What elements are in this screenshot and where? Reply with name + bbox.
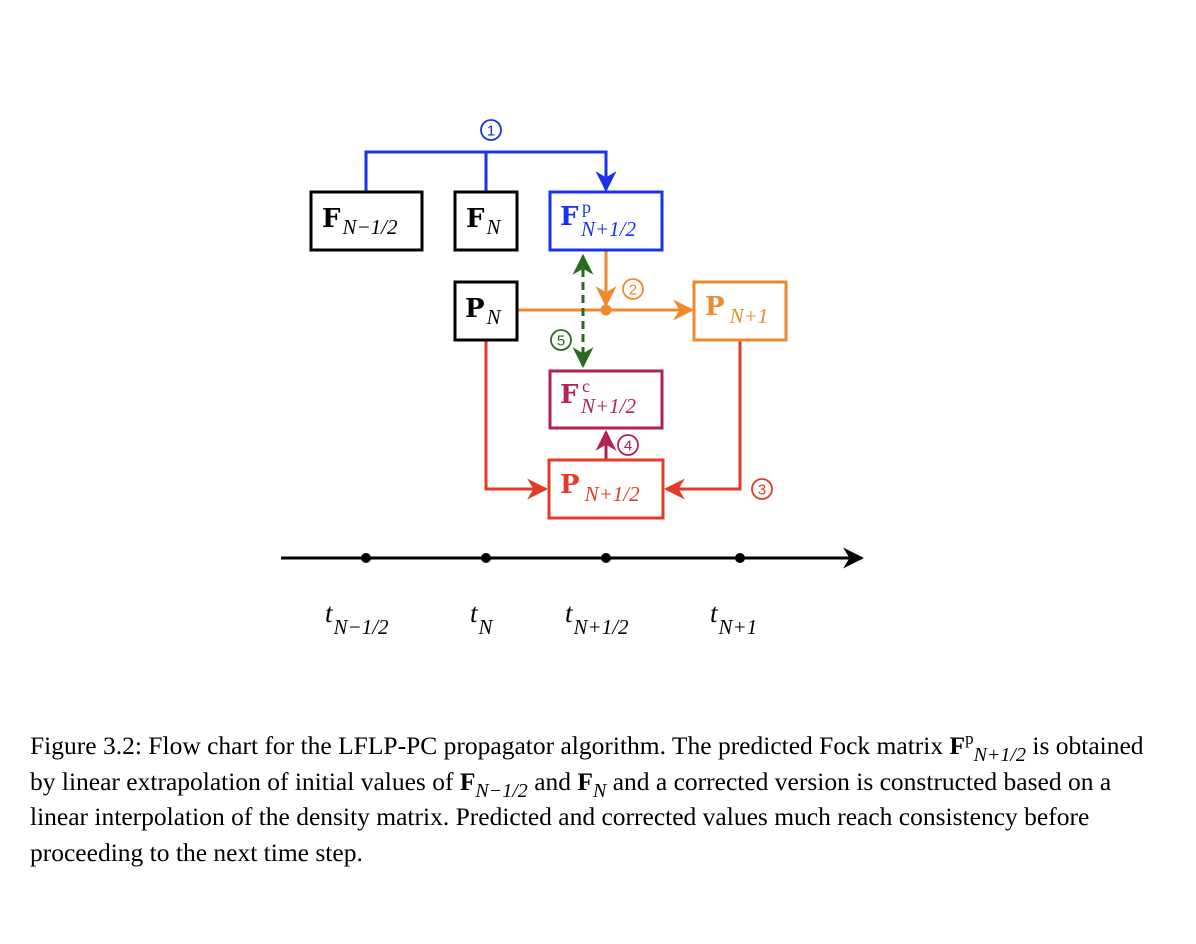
caption-f-n: F xyxy=(577,766,593,796)
tick-dot-2 xyxy=(481,553,491,563)
tick-dot-4 xyxy=(735,553,745,563)
svg-text:tN+1: tN+1 xyxy=(710,598,757,639)
svg-text:4: 4 xyxy=(624,438,632,455)
svg-text:2: 2 xyxy=(629,282,637,299)
svg-text:F: F xyxy=(560,202,579,232)
svg-text:tN−1/2: tN−1/2 xyxy=(325,598,389,639)
tick-label-1: tN−1/2 xyxy=(325,598,389,639)
figure-caption: Figure 3.2: Flow chart for the LFLP-PC p… xyxy=(30,729,1144,867)
flow-chart: 1 2 5 3 4 FN−1/2 xyxy=(281,119,865,639)
node-p-n: PN xyxy=(453,280,519,342)
step3-connector xyxy=(484,340,742,500)
node-p-half: P N+1/2 xyxy=(547,458,665,520)
step2-connector xyxy=(518,251,695,321)
svg-text:5: 5 xyxy=(557,333,565,350)
svg-text:N+1/2: N+1/2 xyxy=(580,217,637,241)
node-f-prev: FN−1/2 xyxy=(309,190,424,252)
tick-label-2: tN xyxy=(470,598,494,639)
svg-text:c: c xyxy=(582,376,590,396)
node-f-predicted: F p N+1/2 xyxy=(548,190,664,252)
step5-marker: 5 xyxy=(550,329,572,351)
tick-dot-1 xyxy=(361,553,371,563)
svg-text:N+1/2: N+1/2 xyxy=(580,394,637,418)
node-f-n: FN xyxy=(453,190,519,252)
step4-marker: 4 xyxy=(617,434,639,456)
caption-f-predicted: F xyxy=(949,731,966,760)
svg-text:PN: PN xyxy=(465,294,502,329)
step3-marker: 3 xyxy=(751,478,773,500)
svg-text:p: p xyxy=(582,197,591,217)
svg-text:PN+1: P N+1 xyxy=(705,292,768,328)
svg-text:FN: FN xyxy=(466,204,501,239)
node-f-corrected: F c N+1/2 xyxy=(548,369,664,430)
svg-text:3: 3 xyxy=(758,482,766,499)
tick-dot-3 xyxy=(601,553,611,563)
svg-text:tN+1/2: tN+1/2 xyxy=(565,598,629,639)
step1-connector xyxy=(364,150,617,193)
step2-marker: 2 xyxy=(622,278,644,300)
step1-marker: 1 xyxy=(480,119,502,141)
time-axis xyxy=(281,547,865,569)
tick-label-3: tN+1/2 xyxy=(565,598,629,639)
caption-f-prev: F xyxy=(459,766,476,796)
svg-text:tN: tN xyxy=(470,598,494,639)
tick-label-4: tN+1 xyxy=(710,598,757,639)
svg-text:F: F xyxy=(560,380,579,410)
caption-label: Figure 3.2: xyxy=(30,731,142,760)
svg-text:1: 1 xyxy=(487,123,495,140)
svg-text:FN−1/2: FN−1/2 xyxy=(322,204,398,239)
node-p-next: P N+1 xyxy=(692,280,788,342)
svg-text:PN+1/2: P N+1/2 xyxy=(560,470,640,506)
